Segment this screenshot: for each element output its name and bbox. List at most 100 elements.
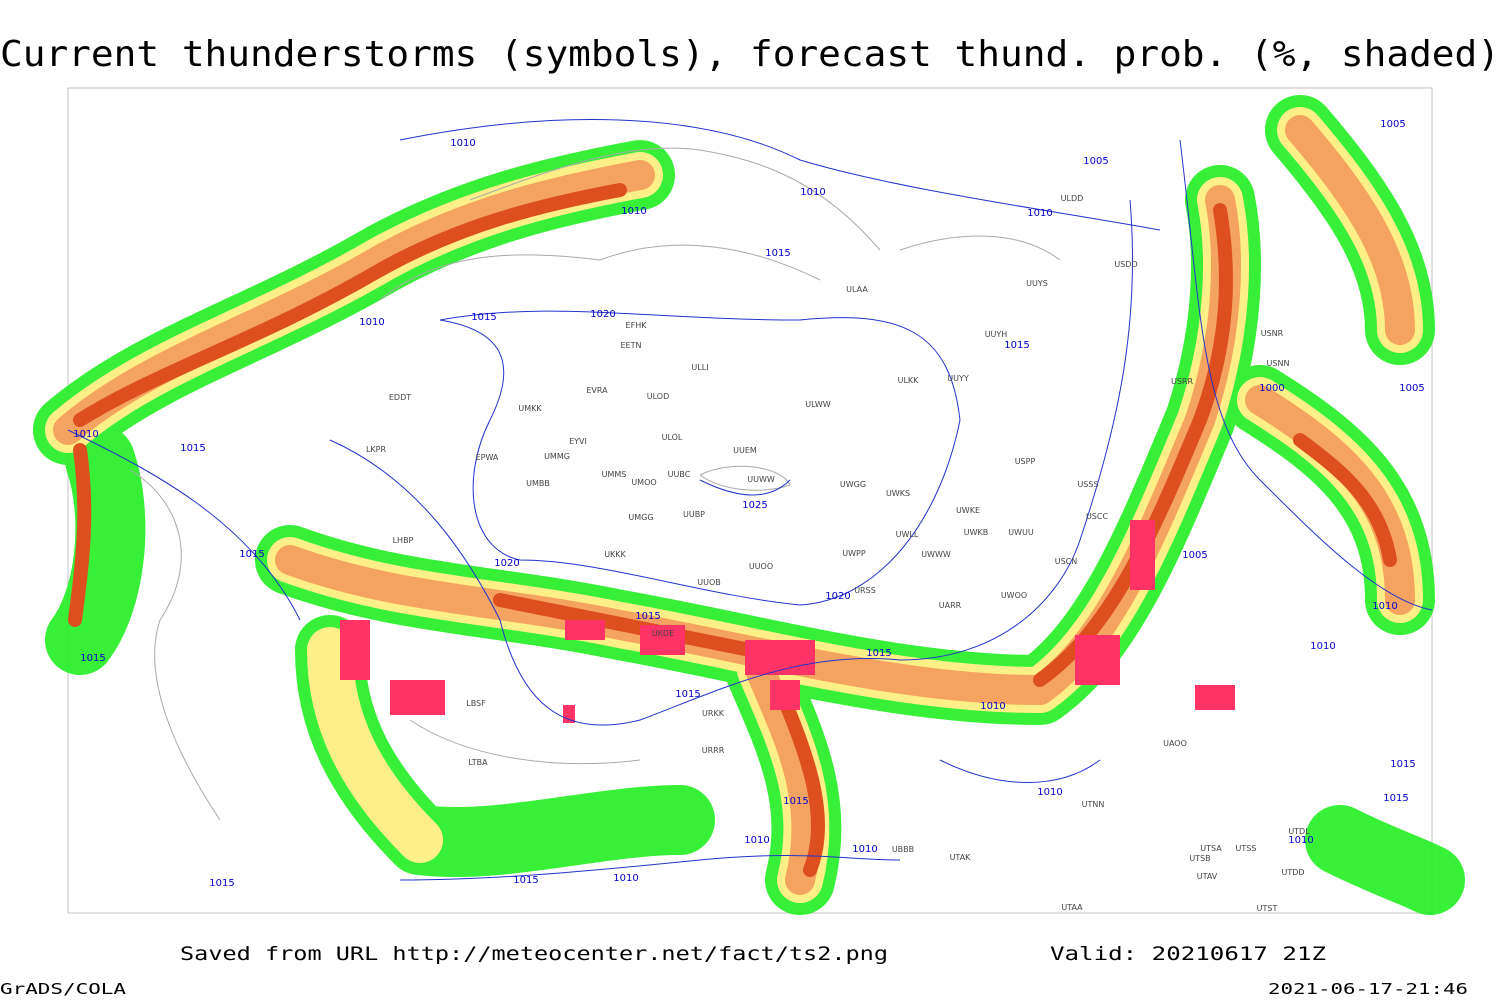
station-label: UMMS bbox=[602, 470, 627, 479]
station-label: USCN bbox=[1055, 557, 1078, 566]
station-label: USRR bbox=[1171, 377, 1193, 386]
title: Current thunderstorms (symbols), forecas… bbox=[0, 34, 1500, 75]
isobar-label: 1015 bbox=[635, 611, 660, 622]
station-label: UMGG bbox=[628, 513, 653, 522]
isobar-label: 1010 bbox=[1372, 601, 1397, 612]
isobar-label: 1015 bbox=[1383, 793, 1408, 804]
station-label: URSS bbox=[854, 586, 876, 595]
station-label: UAOO bbox=[1163, 739, 1187, 748]
station-label: UMBB bbox=[526, 479, 550, 488]
station-label: LKPR bbox=[366, 445, 387, 454]
station-label: UKKK bbox=[604, 550, 626, 559]
isobar-label: 1015 bbox=[239, 549, 264, 560]
station-label: ULWW bbox=[805, 400, 830, 409]
station-label: UUEM bbox=[733, 446, 757, 455]
isobar-label: 1015 bbox=[209, 878, 234, 889]
isobar-label: 1005 bbox=[1083, 156, 1108, 167]
station-label: UTST bbox=[1257, 904, 1278, 913]
station-label: UUWW bbox=[747, 475, 775, 484]
station-label: UMKK bbox=[518, 404, 542, 413]
isobar-label: 1020 bbox=[590, 309, 615, 320]
station-label: UTDL bbox=[1288, 827, 1310, 836]
station-label: LTBA bbox=[468, 758, 488, 767]
station-label: EVRA bbox=[586, 386, 608, 395]
isobar-label: 1015 bbox=[765, 248, 790, 259]
isobar-label: 1010 bbox=[613, 873, 638, 884]
isobar-label: 1020 bbox=[494, 558, 519, 569]
station-label: UWUU bbox=[1008, 528, 1034, 537]
station-label: UMOO bbox=[631, 478, 656, 487]
station-label: UUYS bbox=[1026, 279, 1048, 288]
station-label: UWKB bbox=[964, 528, 989, 537]
station-label: UARR bbox=[939, 601, 962, 610]
station-label: UUOO bbox=[749, 562, 773, 571]
isobar-label: 1010 bbox=[852, 844, 877, 855]
station-label: ULDD bbox=[1061, 194, 1084, 203]
station-label: UMMG bbox=[544, 452, 570, 461]
isobar-label: 1015 bbox=[1390, 759, 1415, 770]
station-label: EYVI bbox=[569, 437, 587, 446]
station-label: EPWA bbox=[476, 453, 499, 462]
station-label: USNR bbox=[1261, 329, 1284, 338]
shading bbox=[33, 95, 1465, 915]
station-label: EETN bbox=[621, 341, 642, 350]
station-label: UWKE bbox=[956, 506, 980, 515]
station-label: ULAA bbox=[846, 285, 868, 294]
timestamp: 2021-06-17-21:46 bbox=[1268, 980, 1468, 998]
station-label: UWPP bbox=[842, 549, 866, 558]
station-label: UWWW bbox=[921, 550, 951, 559]
station-label: UTAK bbox=[950, 853, 972, 862]
isobar-label: 1015 bbox=[783, 796, 808, 807]
station-label: USPP bbox=[1015, 457, 1036, 466]
isobar-label: 1005 bbox=[1380, 119, 1405, 130]
isobar-label: 1015 bbox=[675, 689, 700, 700]
station-label: UWGG bbox=[840, 480, 866, 489]
map-area: 1010 1005 1010 1010 1010 1015 1015 1020 1010 1015… bbox=[33, 87, 1465, 915]
station-label: UTSA bbox=[1200, 844, 1222, 853]
station-label: ULKK bbox=[898, 376, 920, 385]
isobar-label: 1010 bbox=[1288, 835, 1313, 846]
station-label: UUYY bbox=[947, 374, 969, 383]
station-label: UTDD bbox=[1281, 868, 1304, 877]
station-label: LHBP bbox=[393, 536, 414, 545]
station-label: UUYH bbox=[985, 330, 1008, 339]
isobar-label: 1025 bbox=[742, 500, 767, 511]
station-label: EFHK bbox=[626, 321, 648, 330]
isobar-label: 1010 bbox=[621, 206, 646, 217]
station-label: USNN bbox=[1267, 359, 1290, 368]
station-label: LBSF bbox=[466, 699, 486, 708]
isobar-label: 1005 bbox=[1399, 383, 1424, 394]
isobar-label: 1010 bbox=[73, 429, 98, 440]
station-label: EDDT bbox=[389, 393, 411, 402]
station-label: UTAV bbox=[1197, 872, 1218, 881]
isobar-label: 1000 bbox=[1259, 383, 1284, 394]
station-label: UWKS bbox=[886, 489, 910, 498]
station-label: UKDE bbox=[652, 629, 674, 638]
station-label: UTNN bbox=[1082, 800, 1105, 809]
isobars bbox=[67, 119, 1433, 881]
credit: GrADS/COLA bbox=[0, 980, 126, 998]
station-label: UTAA bbox=[1061, 903, 1083, 912]
thunderstorm-symbols bbox=[340, 520, 1235, 723]
station-label: UWLL bbox=[896, 530, 919, 539]
isobar-label: 1005 bbox=[1182, 550, 1207, 561]
station-label: URRR bbox=[702, 746, 725, 755]
labels: 1010 1005 1010 1010 1010 1015 1015 1020 1010 1015… bbox=[73, 119, 1424, 913]
isobar-label: 1015 bbox=[80, 653, 105, 664]
station-label: ULOL bbox=[662, 433, 683, 442]
station-label: UUBP bbox=[683, 510, 705, 519]
station-label: USDD bbox=[1114, 260, 1137, 269]
isobar-label: 1020 bbox=[825, 591, 850, 602]
isobar-label: 1010 bbox=[1027, 208, 1052, 219]
isobar-label: 1010 bbox=[359, 317, 384, 328]
isobar-label: 1010 bbox=[1310, 641, 1335, 652]
isobar-label: 1015 bbox=[513, 875, 538, 886]
valid-time: Valid: 20210617 21Z bbox=[1050, 943, 1326, 965]
station-label: URKK bbox=[702, 709, 725, 718]
station-label: UTSB bbox=[1189, 854, 1210, 863]
source-url: Saved from URL http://meteocenter.net/fa… bbox=[180, 943, 888, 965]
station-label: UTSS bbox=[1236, 844, 1257, 853]
isobar-label: 1015 bbox=[471, 312, 496, 323]
